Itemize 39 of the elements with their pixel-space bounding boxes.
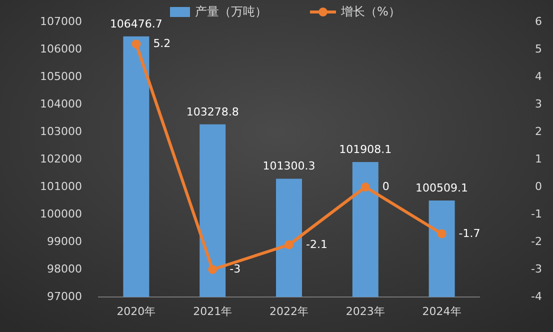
x-tick-label: 2021年 xyxy=(193,305,232,318)
y-tick-label: 101000 xyxy=(40,180,82,194)
y2-tick-label: 5 xyxy=(535,42,542,56)
data-label: 103278.8 xyxy=(186,105,239,118)
y2-tick-label: 1 xyxy=(535,152,542,166)
y-tick-label: 107000 xyxy=(40,15,82,28)
y-tick-label: 102000 xyxy=(40,152,82,166)
data-label: 0 xyxy=(382,180,390,194)
legend-label: 产量（万吨） xyxy=(195,4,267,18)
y2-tick-label: 2 xyxy=(535,125,542,138)
data-label: 5.2 xyxy=(153,37,171,50)
x-tick-label: 2022年 xyxy=(270,305,308,318)
data-label: 101908.1 xyxy=(339,143,392,156)
data-label: 100509.1 xyxy=(416,182,468,195)
y-tick-label: 106000 xyxy=(40,42,82,56)
data-label: 106476.7 xyxy=(110,17,162,30)
data-label: -2.1 xyxy=(306,238,328,251)
y-tick-label: 103000 xyxy=(40,125,82,138)
legend-label: 增长（%） xyxy=(340,4,400,18)
y2-tick-label: 0 xyxy=(535,180,542,194)
x-tick-label: 2020年 xyxy=(116,305,156,318)
x-tick-label: 2024年 xyxy=(422,305,462,318)
data-label: -3 xyxy=(230,262,241,276)
y2-tick-label: 3 xyxy=(535,98,542,111)
y-tick-label: 99000 xyxy=(47,235,82,248)
x-tick-label: 2023年 xyxy=(346,305,385,318)
y2-tick-label: 6 xyxy=(535,15,542,28)
y2-tick-label: -2 xyxy=(531,235,542,248)
y2-tick-label: -1 xyxy=(531,208,542,221)
y2-tick-label: 4 xyxy=(535,70,542,84)
y2-tick-label: -3 xyxy=(531,262,542,276)
y-tick-label: 98000 xyxy=(47,262,82,276)
y-tick-label: 100000 xyxy=(40,208,82,221)
y-tick-label: 105000 xyxy=(40,70,82,84)
y-tick-label: 97000 xyxy=(47,290,82,304)
y2-tick-label: -4 xyxy=(531,290,542,304)
data-label: 101300.3 xyxy=(262,160,316,173)
y-tick-label: 104000 xyxy=(40,98,82,111)
data-label: -1.7 xyxy=(458,226,480,240)
